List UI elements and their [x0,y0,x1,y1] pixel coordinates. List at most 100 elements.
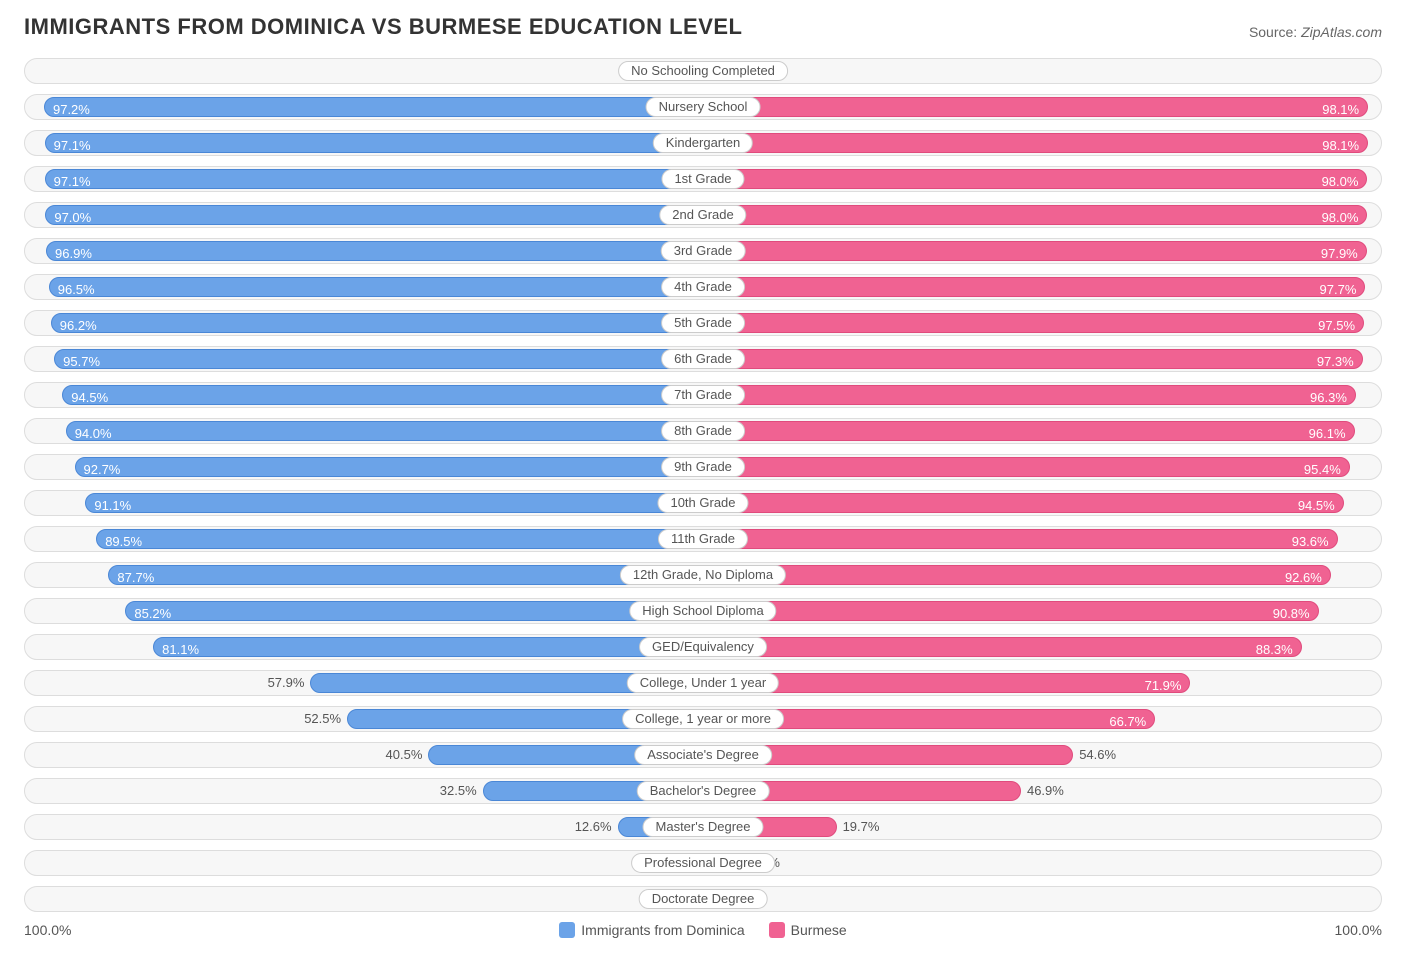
value-label-right: 96.3% [1310,386,1347,410]
value-label-right: 97.7% [1320,278,1357,302]
legend-swatch-right [769,922,785,938]
value-label-right: 90.8% [1273,602,1310,626]
bar-right: 97.7% [703,277,1365,297]
chart-row: 96.5%97.7%4th Grade [24,274,1382,300]
bar-right: 98.0% [703,205,1367,225]
legend-label-right: Burmese [791,922,847,938]
value-label-left: 40.5% [386,743,423,767]
chart-row: 91.1%94.5%10th Grade [24,490,1382,516]
row-right-half: 92.6% [703,563,1381,587]
row-right-half: 66.7% [703,707,1381,731]
row-right-half: 96.3% [703,383,1381,407]
bar-left: 92.7% [75,457,704,477]
chart-row: 94.5%96.3%7th Grade [24,382,1382,408]
chart-row: 12.6% 19.7% Master's Degree [24,814,1382,840]
chart-row: 2.8%1.9%No Schooling Completed [24,58,1382,84]
row-right-half: 97.9% [703,239,1381,263]
category-label: Master's Degree [643,817,764,837]
bar-right: 90.8% [703,601,1319,621]
value-label-left: 97.1% [54,134,91,158]
bar-right: 93.6% [703,529,1338,549]
value-label-left: 94.5% [71,386,108,410]
value-label-left: 96.5% [58,278,95,302]
chart-row: 3.6%6.1%Professional Degree [24,850,1382,876]
value-label-left: 96.9% [55,242,92,266]
category-label: 12th Grade, No Diploma [620,565,786,585]
category-label: Kindergarten [653,133,753,153]
chart-row: 97.2% 98.1% Nursery School [24,94,1382,120]
value-label-right: 95.4% [1304,458,1341,482]
row-left-half: 96.2% [25,311,703,335]
chart-row: 97.1%98.1%Kindergarten [24,130,1382,156]
value-label-right: 94.5% [1298,494,1335,518]
bar-right: 96.1% [703,421,1355,441]
bar-left: 85.2% [125,601,703,621]
value-label-right: 96.1% [1309,422,1346,446]
value-label-right: 98.0% [1322,170,1359,194]
bar-left: 96.9% [46,241,703,261]
value-label-right: 97.5% [1318,314,1355,338]
category-label: College, Under 1 year [627,673,779,693]
legend-label-left: Immigrants from Dominica [581,922,744,938]
value-label-right: 19.7% [843,815,880,839]
row-right-half: 19.7% [703,815,1381,839]
bar-right: 98.1% [703,133,1368,153]
chart-row: 52.5%66.7%College, 1 year or more [24,706,1382,732]
chart-row: 96.2%97.5%5th Grade [24,310,1382,336]
row-left-half: 94.0% [25,419,703,443]
row-left-half: 52.5% [25,707,703,731]
row-right-half: 97.7% [703,275,1381,299]
chart-row: 1.4%2.6%Doctorate Degree [24,886,1382,912]
value-label-left: 92.7% [84,458,121,482]
bar-right: 88.3% [703,637,1302,657]
chart-row: 97.1%98.0%1st Grade [24,166,1382,192]
value-label-left: 95.7% [63,350,100,374]
chart-header: IMMIGRANTS FROM DOMINICA VS BURMESE EDUC… [24,14,1382,40]
value-label-left: 94.0% [75,422,112,446]
chart-row: 32.5%46.9%Bachelor's Degree [24,778,1382,804]
row-left-half: 97.0% [25,203,703,227]
axis-max-right: 100.0% [1335,922,1382,938]
chart-row: 57.9% 71.9%College, Under 1 year [24,670,1382,696]
row-left-half: 57.9% [25,671,703,695]
value-label-left: 97.0% [54,206,91,230]
row-left-half: 97.2% [25,95,703,119]
bar-left: 96.5% [49,277,703,297]
value-label-right: 98.1% [1322,98,1359,122]
chart-row: 95.7%97.3%6th Grade [24,346,1382,372]
row-left-half: 97.1% [25,167,703,191]
row-right-half: 46.9% [703,779,1381,803]
row-right-half: 1.9% [703,59,1381,83]
chart-source: Source: ZipAtlas.com [1249,24,1382,40]
bar-left: 81.1% [153,637,703,657]
bar-right: 95.4% [703,457,1350,477]
chart-row: 85.2%90.8%High School Diploma [24,598,1382,624]
row-left-half: 2.8% [25,59,703,83]
value-label-left: 91.1% [94,494,131,518]
legend-item-left: Immigrants from Dominica [559,922,744,938]
chart-title: IMMIGRANTS FROM DOMINICA VS BURMESE EDUC… [24,14,743,40]
chart-row: 81.1%88.3%GED/Equivalency [24,634,1382,660]
value-label-left: 57.9% [268,671,305,695]
row-left-half: 92.7% [25,455,703,479]
value-label-left: 32.5% [440,779,477,803]
value-label-right: 98.1% [1322,134,1359,158]
category-label: Nursery School [646,97,761,117]
row-left-half: 12.6% [25,815,703,839]
value-label-left: 85.2% [134,602,171,626]
chart-row: 92.7%95.4%9th Grade [24,454,1382,480]
row-right-half: 98.1% [703,95,1381,119]
value-label-right: 88.3% [1256,638,1293,662]
value-label-left: 97.1% [54,170,91,194]
chart-row: 89.5%93.6%11th Grade [24,526,1382,552]
bar-left: 97.1% [45,169,703,189]
chart-row: 96.9%97.9%3rd Grade [24,238,1382,264]
category-label: Professional Degree [631,853,775,873]
row-right-half: 71.9% [703,671,1381,695]
value-label-right: 46.9% [1027,779,1064,803]
row-right-half: 94.5% [703,491,1381,515]
legend-swatch-left [559,922,575,938]
row-right-half: 97.5% [703,311,1381,335]
axis-max-left: 100.0% [24,922,71,938]
bar-left: 87.7% [108,565,703,585]
